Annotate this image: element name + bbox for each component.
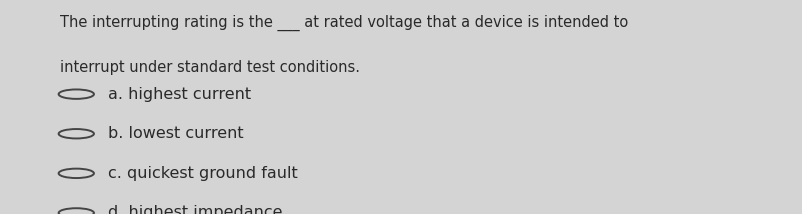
Text: c. quickest ground fault: c. quickest ground fault (108, 166, 298, 181)
Text: b. lowest current: b. lowest current (108, 126, 244, 141)
Text: interrupt under standard test conditions.: interrupt under standard test conditions… (60, 60, 360, 75)
Text: d. highest impedance: d. highest impedance (108, 205, 282, 214)
Text: a. highest current: a. highest current (108, 87, 251, 102)
Text: The interrupting rating is the ___ at rated voltage that a device is intended to: The interrupting rating is the ___ at ra… (60, 15, 628, 31)
